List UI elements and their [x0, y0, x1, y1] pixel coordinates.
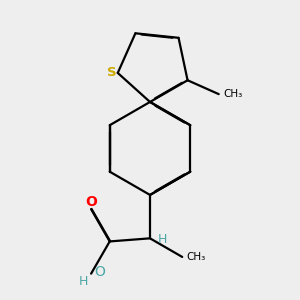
Text: CH₃: CH₃	[224, 89, 243, 99]
Text: H: H	[158, 233, 167, 246]
Text: H: H	[79, 275, 88, 288]
Text: CH₃: CH₃	[187, 252, 206, 262]
Text: O: O	[94, 266, 105, 279]
Text: O: O	[85, 195, 97, 209]
Text: S: S	[107, 66, 117, 80]
